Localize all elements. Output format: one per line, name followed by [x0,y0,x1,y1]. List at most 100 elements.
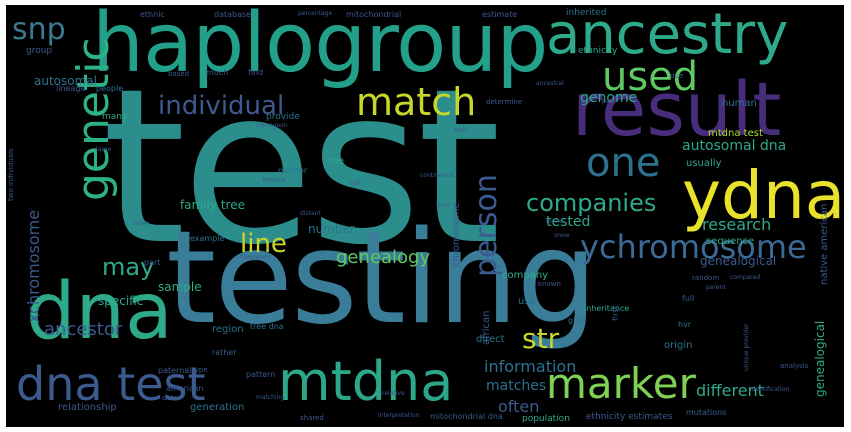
word-ychromosome: ychromosome [580,228,807,266]
word-sample: sample [158,280,202,294]
word-native-american: native american [819,203,830,285]
word-family-tree: family tree [180,198,245,212]
word-ydna: ydna [682,157,844,234]
word-matches: matches [486,378,547,394]
word-autosomal-dna: autosomal dna [682,138,787,154]
word-population: population [522,414,570,424]
word-half: half [454,126,468,134]
word-str: str [522,322,560,355]
word-tree: tree [328,156,345,165]
word-known: known [538,280,561,288]
word-ancestral: ancestral [536,80,564,87]
word-relationship: relationship [58,402,117,413]
word-two-individuals: two individuals [7,148,15,201]
word-paternal: paternal [158,366,192,375]
word-much: much [206,68,229,77]
word-male: male [134,220,149,227]
word-usually: usually [686,158,722,169]
word-full: full [682,294,695,303]
word-find: find [248,68,264,77]
word-analysis: analysis [780,362,809,370]
word-test: test [102,43,501,292]
word-match: match [356,80,477,124]
word-xchromosome: xchromosome [24,209,43,323]
word-ethnicity-estimates: ethnicity estimates [586,412,673,422]
word-companies: companies [526,189,657,217]
word-information: information [484,357,577,376]
word-marker: marker [546,359,696,408]
word-mother: mother [278,166,308,175]
word-genome: genome [580,90,638,106]
word-estimate: estimate [482,10,518,19]
word-due: due [670,72,684,80]
word-matching: matching [256,394,285,401]
word-dna-test: dna test [16,357,206,411]
word-continental: continental [420,172,454,179]
word-snp: snp [12,12,66,47]
word-ethnic: ethnic [140,10,165,19]
word-random: random [692,274,720,282]
word-used: used [602,54,699,100]
word-specific: specific [98,294,144,308]
word-company: company [502,270,549,281]
word-example: example [190,234,225,243]
word-found: found [546,218,564,225]
word-based: based [168,70,190,78]
word-snow: snow [554,232,570,239]
word-type: type [192,366,208,374]
word-autosomal: autosomal [34,74,97,88]
word-one: one [586,140,661,186]
word-pair: pair [602,98,614,105]
word-unique-provider: unique provider [743,323,750,371]
word-origin: origin [664,340,693,351]
word-haplogroup: haplogroup [92,5,548,91]
word-tested: tested [546,214,591,230]
word-may: may [102,253,155,281]
word-group: group [26,46,53,56]
word-compared: compared [730,274,761,281]
word-identification: identification [750,386,790,393]
word-mitochondrial-dna: mitochondrial dna [430,412,503,421]
word-parent: parent [706,284,726,291]
word-percentage: percentage [298,10,333,17]
word-pattern: pattern [246,370,276,379]
word-american: american [166,384,204,393]
word-inherited: inherited [566,8,607,18]
word-cell: cell [350,180,361,187]
word-interpretation: interpretation [378,412,420,419]
word-tree-dna: tree dna [250,322,284,331]
word-give: give [568,316,585,325]
word-frequency: frequency [240,254,271,261]
word-distant: distant [300,210,321,217]
word-human: human [722,98,757,109]
word-hvr: hvr [678,320,692,329]
word-first: first [611,305,620,321]
word-mtdna-test: mtdna test [708,128,763,139]
word-ancestor: ancestor [44,319,123,340]
word-testing: testing [166,204,598,353]
word-direct: direct [476,334,505,345]
word-genealogical: genealogical [700,254,777,268]
word-people: people [96,84,124,93]
word-chromosome: chromosome [451,202,462,267]
word-data: data [162,394,178,402]
word-region: region [212,324,244,335]
word-line: line [240,229,287,259]
word-female: female [262,176,287,184]
word-mtdna: mtdna [278,350,454,413]
word-person: person [469,174,504,277]
word-sequence: sequence [706,236,755,247]
word-individual: individual [158,91,285,121]
word-database: database [214,10,252,19]
word-research: research [702,215,772,234]
word-generation: generation [190,402,245,413]
word-inheritance: inheritance [584,304,630,313]
word-level: level [436,202,451,209]
word-often: often [498,397,540,416]
word-shared: shared [300,414,324,422]
word-many: many [102,112,128,122]
word-dna: dna [26,267,173,357]
word-genealogical-2: genealogical [813,320,827,397]
word-ethnicity: ethnicity [578,46,618,56]
word-mitochondrial: mitochondrial [346,10,402,19]
